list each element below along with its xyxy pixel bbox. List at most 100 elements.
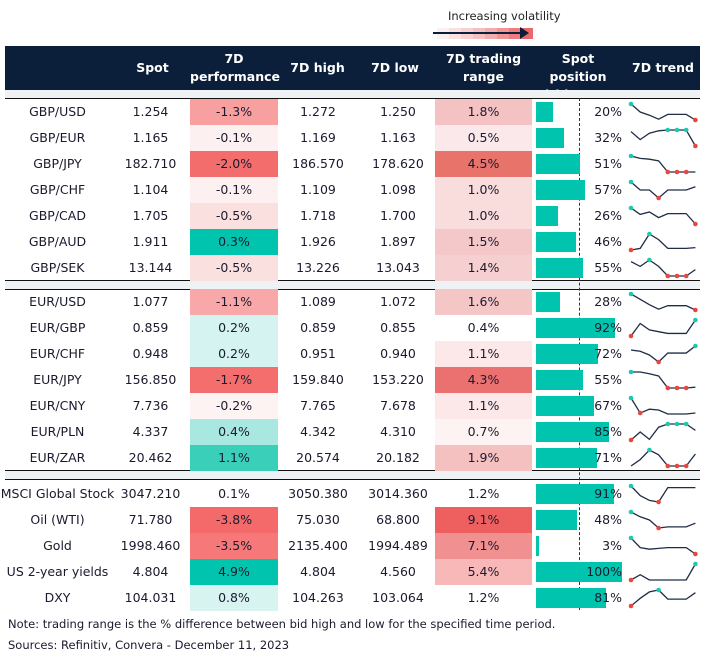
trend-max-marker: [647, 257, 652, 263]
low-value: 178.620: [372, 156, 424, 171]
table-row: GBP/EUR 1.165 -0.1% 1.169 1.163 0.5% 32%: [0, 125, 706, 151]
position-bar: [536, 396, 594, 416]
instrument-name: EUR/USD: [29, 294, 86, 309]
trend-sparkline: [628, 291, 698, 313]
trend-max-marker: [683, 421, 689, 427]
trend-line: [630, 319, 696, 337]
perf-value: 0.2%: [218, 346, 250, 361]
range-cell-bg: [435, 481, 532, 507]
trend-max-marker: [628, 179, 634, 185]
range-cell-bg: [435, 393, 532, 419]
position-bar: [536, 536, 539, 556]
spot-value: 1.104: [132, 182, 169, 197]
trend-sparkline: [628, 153, 696, 175]
instrument-name: GBP/JPY: [33, 156, 82, 171]
position-bar: [536, 484, 615, 504]
instrument-name: GBP/USD: [29, 104, 86, 119]
trend-min-marker: [665, 463, 671, 469]
range-cell-bg: [435, 445, 532, 471]
trend-sparkline: [628, 369, 696, 391]
range-cell-bg: [435, 367, 532, 393]
table-row: EUR/PLN 4.337 0.4% 4.342 4.310 0.7% 85%: [0, 419, 706, 445]
low-value: 1.250: [380, 104, 416, 119]
range-value: 1.1%: [467, 398, 500, 413]
position-value: 32%: [594, 130, 622, 145]
header-range-line1: 7D trading: [445, 51, 522, 66]
instrument-name: EUR/GBP: [29, 320, 86, 335]
range-value: 1.0%: [467, 208, 500, 223]
arrow-right-icon: [433, 27, 529, 39]
table-row: GBP/USD 1.254 -1.3% 1.272 1.250 1.8% 20%: [0, 99, 706, 125]
perf-cell-bg: [190, 585, 278, 611]
trend-sparkline: [628, 101, 698, 123]
position-bar: [536, 510, 578, 530]
trend-min-marker: [693, 143, 698, 149]
range-cell-bg: [435, 177, 532, 203]
range-value: 1.4%: [467, 260, 500, 275]
spot-value: 1.077: [132, 294, 169, 309]
trend-sparkline: [628, 395, 696, 416]
position-bar: [536, 422, 610, 442]
position-bar: [536, 232, 576, 252]
high-value: 159.840: [292, 372, 344, 387]
trend-min-marker: [693, 117, 698, 123]
trend-sparkline: [628, 483, 696, 505]
trend-max-marker: [647, 447, 652, 453]
trend-sparkline: [630, 447, 696, 469]
position-bar: [536, 344, 598, 364]
trend-min-marker: [656, 195, 661, 201]
perf-value: -3.8%: [215, 512, 253, 527]
low-value: 68.800: [376, 512, 420, 527]
trend-line: [630, 345, 696, 363]
table-row: EUR/CHF 0.948 0.2% 0.951 0.940 1.1% 72%: [0, 341, 706, 367]
trend-max-marker: [674, 421, 680, 427]
perf-value: -2.0%: [215, 156, 253, 171]
trend-line: [630, 155, 696, 173]
trend-line: [630, 207, 696, 225]
trend-min-marker: [665, 169, 671, 175]
range-value: 0.7%: [467, 424, 500, 439]
table-header: Spot 7D performance 7D high 7D low 7D tra…: [5, 46, 700, 102]
header-range-line2: range: [463, 69, 504, 84]
position-value: 55%: [594, 260, 622, 275]
trend-sparkline: [628, 535, 698, 557]
range-cell-bg: [435, 559, 532, 585]
range-cell-bg: [435, 533, 532, 559]
section-divider: [5, 470, 700, 480]
perf-value: -0.5%: [215, 208, 253, 223]
table-row: MSCI Global Stock 3047.210 0.1% 3050.380…: [0, 481, 706, 507]
low-value: 0.940: [380, 346, 416, 361]
trend-sparkline: [630, 127, 698, 149]
spot-value: 0.948: [132, 346, 169, 361]
perf-value: 1.1%: [218, 450, 250, 465]
position-value: 57%: [594, 182, 622, 197]
position-value: 28%: [594, 294, 622, 309]
range-cell-bg: [435, 99, 532, 125]
instrument-name: EUR/PLN: [30, 424, 85, 439]
range-cell-bg: [435, 203, 532, 229]
low-value: 1.072: [380, 294, 416, 309]
range-cell-bg: [435, 151, 532, 177]
trend-min-marker: [693, 221, 698, 227]
range-value: 1.9%: [467, 450, 500, 465]
perf-cell-bg: [190, 559, 278, 585]
low-value: 1.700: [380, 208, 416, 223]
trend-max-marker: [665, 421, 671, 427]
perf-cell-bg: [190, 445, 278, 471]
position-value: 71%: [594, 450, 622, 465]
position-bar: [536, 154, 580, 174]
trend-max-marker: [628, 509, 634, 515]
perf-value: -0.1%: [215, 182, 253, 197]
position-value: 91%: [594, 486, 622, 501]
low-value: 1.163: [380, 130, 416, 145]
position-value: 72%: [594, 346, 622, 361]
instrument-name: GBP/SEK: [30, 260, 85, 275]
low-value: 4.310: [380, 424, 416, 439]
trend-max-marker: [693, 343, 698, 349]
table-row: GBP/CAD 1.705 -0.5% 1.718 1.700 1.0% 26%: [0, 203, 706, 229]
header-range: 7D trading range: [435, 50, 532, 86]
perf-value: -0.1%: [215, 130, 253, 145]
perf-value: -1.7%: [215, 372, 253, 387]
trend-line: [630, 129, 696, 147]
range-cell-bg: [435, 507, 532, 533]
